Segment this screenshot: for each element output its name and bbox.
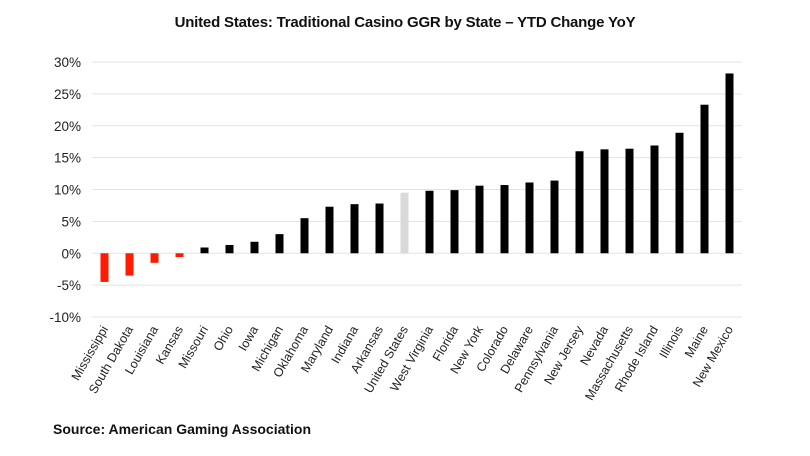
bar-new-jersey [575,151,584,254]
y-tick-label: 30% [54,55,81,70]
bar-maryland [325,206,334,254]
y-tick-label: 5% [61,214,81,229]
y-tick-label: 0% [61,246,81,261]
bar-ohio [225,244,234,254]
bar-nevada [600,149,609,254]
bar-west-virginia [425,190,434,254]
bar-arkansas [375,203,384,254]
bar-rhode-island [650,145,659,254]
bar-pennsylvania [550,180,559,254]
bar-united-states [400,192,409,254]
bar-kansas [175,253,184,258]
x-category-label: Iowa [236,323,261,353]
x-category-label: Illinois [657,324,686,361]
chart-title: United States: Traditional Casino GGR by… [174,14,636,31]
bar-massachusetts [625,148,634,254]
bar-illinois [675,132,684,254]
bar-south-dakota [125,253,134,276]
bar-new-mexico [725,73,734,254]
y-axis-tick-labels: -10% -5% 0% 5% 10% 15% 20% 25% 30% [49,55,81,325]
bar-delaware [525,182,534,254]
bar-louisiana [150,253,159,263]
bar-colorado [500,185,509,254]
bar-oklahoma [300,218,309,254]
bar-new-york [475,185,484,254]
gridlines [92,61,742,318]
source-note: Source: American Gaming Association [53,421,312,437]
bar-missouri [200,247,209,254]
y-tick-label: -10% [49,310,81,325]
bar-maine [700,104,709,254]
y-tick-label: 15% [54,151,81,166]
bar-mississippi [100,253,109,282]
bar-michigan [275,234,284,254]
y-tick-label: -5% [57,278,81,293]
y-tick-label: 20% [54,119,81,134]
x-category-label: Ohio [211,323,236,353]
y-tick-label: 10% [54,183,81,198]
bar-iowa [250,241,259,254]
y-tick-label: 25% [54,87,81,102]
bar-indiana [350,204,359,254]
bar-florida [450,190,459,254]
bars [100,73,734,282]
